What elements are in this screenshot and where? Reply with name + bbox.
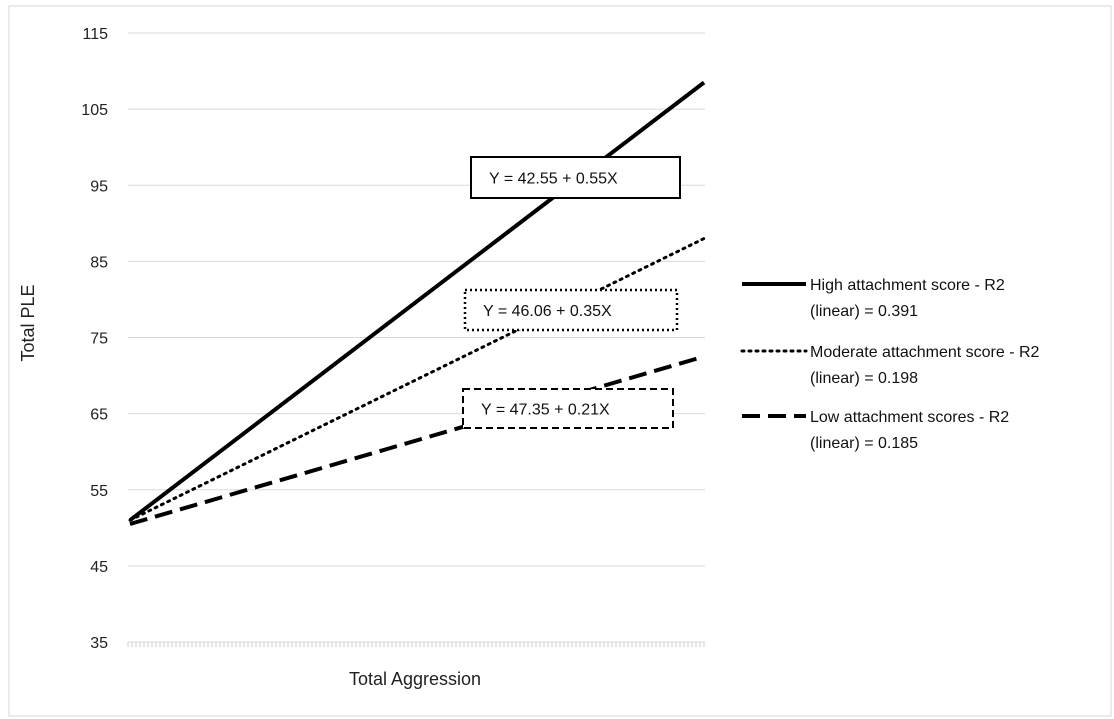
legend-label-1-1: (linear) = 0.198 — [810, 370, 918, 387]
legend-label-2-0: Low attachment scores - R2 — [810, 409, 1009, 426]
y-tick-label-45: 45 — [90, 559, 108, 576]
chart-border — [8, 5, 1112, 717]
equation-boxes: Y = 42.55 + 0.55X Y = 46.06 + 0.35X Y = 47… — [462, 156, 681, 429]
equation-box-1 — [463, 288, 679, 332]
equation-label-1: Y = 46.06 + 0.35X — [483, 303, 612, 320]
legend-label-0-1: (linear) = 0.391 — [810, 303, 918, 320]
legend: High attachment score - R2 (linear) = 0.3… — [740, 277, 1040, 452]
y-tick-label-105: 105 — [81, 102, 108, 119]
y-tick-label-95: 95 — [90, 178, 108, 195]
series-lines — [128, 80, 706, 526]
equation-box-2 — [462, 388, 674, 429]
series-line-2 — [129, 354, 705, 526]
legend-label-0-0: High attachment score - R2 — [810, 277, 1005, 294]
legend-label-2-1: (linear) = 0.185 — [810, 435, 918, 452]
y-tick-label-85: 85 — [90, 254, 108, 271]
legend-label-1-0: Moderate attachment score - R2 — [810, 344, 1040, 361]
y-axis-title: Total PLE — [18, 284, 38, 361]
y-tick-label-115: 115 — [82, 26, 108, 43]
series-line-0 — [128, 80, 706, 522]
y-tick-label-55: 55 — [90, 483, 108, 500]
equation-box-0 — [470, 156, 681, 199]
x-axis-title: Total Aggression — [349, 669, 481, 689]
x-axis — [127, 641, 705, 647]
y-tick-label-65: 65 — [90, 407, 108, 424]
equation-label-2: Y = 47.35 + 0.21X — [481, 402, 610, 419]
y-tick-label-75: 75 — [90, 331, 108, 348]
series-line-1 — [128, 237, 706, 522]
equation-label-0: Y = 42.55 + 0.55X — [489, 171, 618, 188]
y-axis-tick-labels: 35 45 55 65 75 85 95 105 115 — [81, 26, 108, 652]
y-tick-label-35: 35 — [90, 635, 108, 652]
